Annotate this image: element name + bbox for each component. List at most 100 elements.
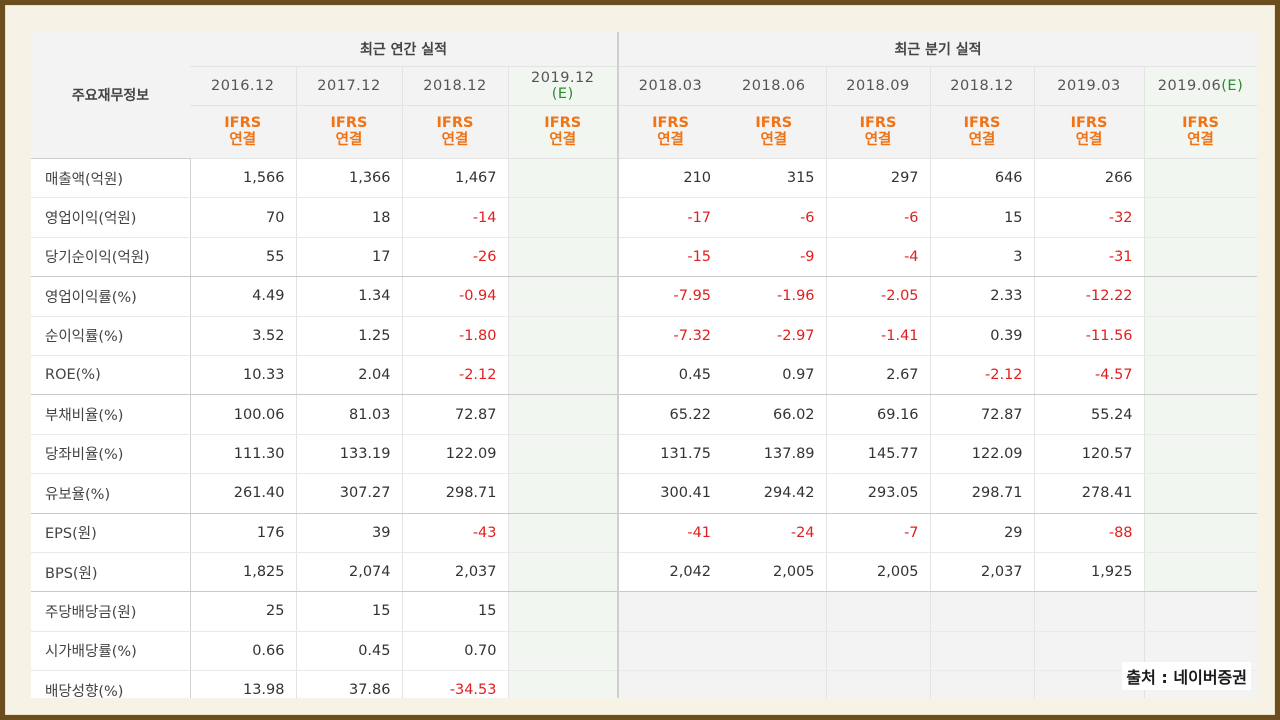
ifrs-label: IFRS [330, 115, 368, 131]
period-label: 2016.12 [211, 78, 275, 94]
row-label: 당좌비율(%) [31, 434, 191, 475]
consolidated-label: 연결 [760, 132, 788, 148]
estimate-marker: (E) [1221, 78, 1244, 94]
table-row: 부채비율(%) 100.06 81.03 72.87 65.22 66.02 69.16 72… [31, 394, 1257, 435]
annual-value-cell: 4.49 [190, 276, 297, 317]
annual-value-cell: 81.03 [296, 394, 403, 435]
period-label: 2018.03 [638, 78, 703, 94]
quarter-value-cell [617, 631, 723, 672]
annual-value-cell: -26 [402, 237, 509, 278]
quarter-value-cell [930, 670, 1035, 698]
period-header-row: 2016.12 2017.12 2018.12 2019.12 (E) 2018.03 20… [31, 66, 1257, 106]
quarter-value-cell: 210 [617, 158, 723, 199]
consolidated-label: 연결 [335, 132, 363, 148]
quarter-value-cell: -32 [1034, 197, 1145, 238]
quarter-value-cell: -12.22 [1034, 276, 1145, 317]
consolidated-label: 연결 [1187, 132, 1214, 148]
row-label: 주당배당금(원) [31, 591, 191, 632]
quarter-value-cell: 65.22 [617, 394, 723, 435]
annual-value-cell [508, 631, 619, 672]
ifrs-badge: IFRS 연결 [190, 105, 297, 159]
table-row: 시가배당률(%) 0.66 0.45 0.70 [31, 631, 1257, 672]
period-label: 2019.03 [1057, 78, 1121, 94]
quarter-value-cell: -7.95 [617, 276, 723, 317]
table-row: 영업이익(억원) 70 18 -14 -17 -6 -6 15 -32 [31, 197, 1257, 238]
consolidated-label: 연결 [968, 132, 996, 148]
quarter-value-cell: -2.12 [930, 355, 1035, 396]
quarter-value-cell: 0.39 [930, 316, 1035, 356]
ifrs-label: IFRS [1070, 115, 1108, 131]
annual-value-cell [508, 552, 619, 593]
ifrs-badge: IFRS 연결 [508, 105, 619, 159]
annual-value-cell: 2,037 [402, 552, 509, 593]
annual-value-cell: 18 [296, 197, 403, 238]
quarter-value-cell: 2.67 [826, 355, 931, 396]
quarter-value-cell [826, 591, 931, 632]
quarter-value-cell: -6 [826, 197, 931, 238]
annual-value-cell: -1.80 [402, 316, 509, 356]
quarter-value-cell: -6 [722, 197, 827, 238]
quarter-value-cell: 2,042 [617, 552, 723, 593]
quarter-value-cell: -2.05 [826, 276, 931, 317]
quarter-value-cell: 145.77 [826, 434, 931, 475]
quarter-value-cell: -7 [826, 513, 931, 553]
table-row: 매출액(억원) 1,566 1,366 1,467 210 315 297 646 266 [31, 158, 1257, 199]
annual-value-cell: -0.94 [402, 276, 509, 317]
quarter-value-cell: 137.89 [722, 434, 827, 475]
quarter-value-cell [930, 591, 1035, 632]
annual-value-cell: 70 [190, 197, 297, 238]
quarter-value-cell: -7.32 [617, 316, 723, 356]
quarter-value-cell: -2.97 [722, 316, 827, 356]
quarter-value-cell: 131.75 [617, 434, 723, 475]
ifrs-badge: IFRS 연결 [1144, 105, 1257, 159]
quarter-value-cell: -1.41 [826, 316, 931, 356]
row-label: 유보율(%) [31, 473, 191, 514]
quarter-value-cell [1144, 158, 1257, 199]
quarter-value-cell: 315 [722, 158, 827, 199]
quarter-value-cell [1144, 316, 1257, 356]
quarter-value-cell: 2,005 [722, 552, 827, 593]
consolidated-label: 연결 [1075, 132, 1103, 148]
quarter-value-cell [826, 631, 931, 672]
ifrs-label: IFRS [652, 115, 689, 131]
annual-value-cell [508, 237, 619, 278]
quarter-value-cell: -11.56 [1034, 316, 1145, 356]
quarter-value-cell: 297 [826, 158, 931, 199]
ifrs-label: IFRS [755, 115, 793, 131]
annual-value-cell: 1,825 [190, 552, 297, 593]
annual-value-cell: 1,467 [402, 158, 509, 199]
annual-group-title: 최근 연간 실적 [190, 32, 619, 67]
quarter-value-cell: -41 [617, 513, 723, 553]
annual-value-cell: 0.66 [190, 631, 297, 672]
quarter-value-cell [1144, 434, 1257, 475]
annual-value-cell: 0.70 [402, 631, 509, 672]
estimate-marker: (E) [551, 86, 574, 102]
annual-value-cell: 2.04 [296, 355, 403, 396]
ifrs-badge: IFRS 연결 [722, 105, 827, 159]
quarter-value-cell: -4.57 [1034, 355, 1145, 396]
quarter-value-cell: -9 [722, 237, 827, 278]
ifrs-badge: IFRS 연결 [826, 105, 931, 159]
period-header-annual-1: 2017.12 [296, 66, 403, 106]
quarter-value-cell [722, 670, 827, 698]
quarter-value-cell [722, 631, 827, 672]
consolidated-label: 연결 [229, 132, 257, 148]
period-label: 2018.12 [423, 78, 487, 94]
ifrs-badge: IFRS 연결 [1034, 105, 1145, 159]
quarter-value-cell: 294.42 [722, 473, 827, 514]
quarter-value-cell: 293.05 [826, 473, 931, 514]
row-title-header: 주요재무정보 [31, 32, 190, 159]
source-caption: 출처 : 네이버증권 [1122, 662, 1251, 690]
annual-value-cell [508, 158, 619, 199]
quarter-value-cell: 122.09 [930, 434, 1035, 475]
period-header-quarter-0: 2018.03 [617, 66, 723, 106]
period-header-annual-0: 2016.12 [190, 66, 297, 106]
period-label: 2017.12 [317, 78, 381, 94]
quarter-value-cell [617, 670, 723, 698]
row-label: 당기순이익(억원) [31, 237, 191, 278]
annual-value-cell: -2.12 [402, 355, 509, 396]
quarter-value-cell [617, 591, 723, 632]
table-row: 당좌비율(%) 111.30 133.19 122.09 131.75 137.89 145… [31, 434, 1257, 475]
annual-value-cell: 111.30 [190, 434, 297, 475]
table-row: 주당배당금(원) 25 15 15 [31, 591, 1257, 632]
